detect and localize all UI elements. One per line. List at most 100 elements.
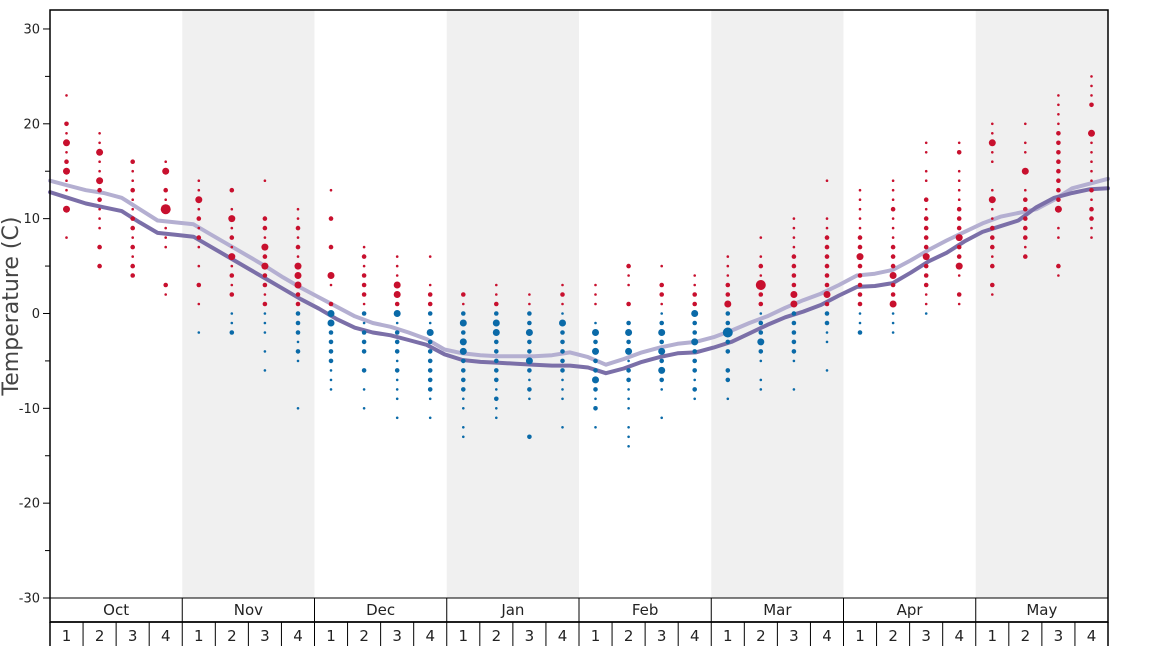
data-point [824,301,830,307]
data-point [725,311,731,316]
week-label: 1 [988,627,998,645]
data-point [625,347,633,355]
data-point [131,236,134,239]
data-point [991,132,994,135]
data-point [361,330,367,335]
data-point [923,273,929,278]
data-point [692,358,697,364]
week-label: 2 [95,627,105,645]
data-point [924,293,928,296]
data-point [263,321,267,325]
data-point [295,301,301,307]
data-point [395,321,399,325]
data-point [65,179,68,182]
data-point [722,327,733,338]
data-point [759,236,763,239]
data-point [263,350,267,353]
data-point [394,349,400,354]
data-point [890,244,896,250]
data-point [296,255,300,258]
data-point [1089,102,1094,108]
week-axis: 1 2 3 4 1 2 3 4 1 2 3 4 1 2 3 4 1 2 3 4 1 2 3 4 1 2 3 4 1 2 3 4 [49,622,1109,646]
data-point [790,300,798,308]
data-point [725,282,731,288]
data-point [98,207,101,211]
data-point [295,320,301,326]
data-point [691,310,699,317]
data-point [527,311,532,316]
data-point [164,293,167,296]
data-point [956,206,962,212]
data-point [692,368,697,373]
data-point [890,254,896,259]
data-point [130,187,135,193]
y-tick-label: 0 [32,307,40,322]
data-point [527,368,532,373]
data-point [758,320,764,326]
data-point [262,273,268,278]
data-point [462,302,465,306]
data-point [494,311,499,316]
data-point [858,188,862,192]
data-point [494,349,499,354]
data-point [1024,122,1027,126]
data-point [263,293,267,296]
data-point [130,225,135,231]
data-point [791,263,797,269]
data-point [957,179,961,182]
data-point [263,236,267,239]
data-point [131,169,134,173]
data-point [561,388,564,391]
data-point [395,378,399,382]
data-point [659,339,664,345]
data-point [164,198,167,201]
month-axis: Oct Nov Dec Jan Feb Mar Apr May [50,598,1108,623]
week-label: 4 [690,627,700,645]
data-point [561,312,564,315]
data-point [427,292,433,297]
data-point [393,291,401,298]
y-axis-label: Temperature (C) [0,217,24,397]
data-point [725,377,731,383]
data-point [131,198,134,201]
data-point [230,283,234,287]
data-point [627,426,630,429]
data-point [197,179,201,182]
data-point [627,359,630,363]
data-point [758,349,764,354]
data-point [263,369,267,372]
data-point [197,245,201,249]
data-point [495,407,498,410]
data-point [791,282,797,288]
data-point [362,321,366,325]
data-point [495,388,498,391]
data-point [923,263,929,269]
data-point [263,179,267,182]
data-point [395,255,399,258]
data-point [163,282,168,288]
data-point [494,339,499,345]
data-point [891,226,895,230]
data-point [956,216,962,221]
data-point [97,187,102,193]
data-point [130,216,135,221]
trend-line-dark [48,186,1110,376]
data-point [461,330,466,335]
week-label: 2 [227,627,237,645]
data-point [592,329,599,336]
data-point [791,349,797,354]
data-point [1023,206,1028,212]
data-point [659,320,664,326]
month-band [446,10,579,598]
data-point [96,177,104,185]
data-point [858,207,862,211]
week-label: 1 [326,627,336,645]
data-point [328,216,334,221]
data-point [560,358,565,364]
data-point [923,216,929,221]
week-label: 3 [525,627,535,645]
data-point [296,217,300,220]
data-point [1057,103,1060,107]
data-point [693,274,696,277]
data-point [659,358,664,364]
